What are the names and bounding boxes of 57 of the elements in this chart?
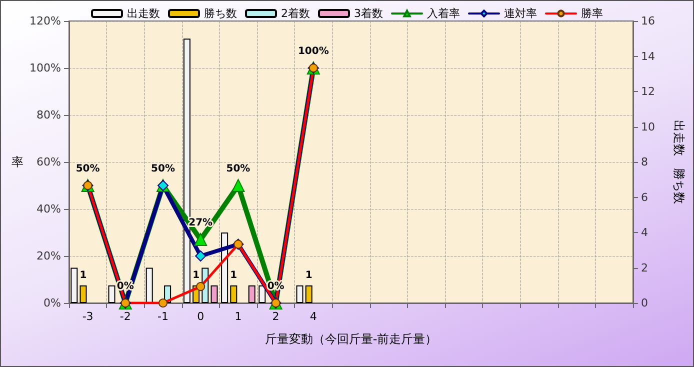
bar <box>108 285 116 303</box>
data-label: 50% <box>151 164 175 174</box>
data-label: 1 <box>80 270 87 281</box>
legend-label: 勝ち数 <box>204 7 237 20</box>
x-tick-label: 2 <box>272 310 280 323</box>
legend-label: 出走数 <box>127 7 160 20</box>
y-axis-title: 率 <box>12 155 24 169</box>
legend-label: 連対率 <box>504 7 537 20</box>
data-label: 50% <box>226 164 250 174</box>
data-label: 0% <box>267 281 284 292</box>
bar <box>80 285 87 303</box>
y2-tick-label: 4 <box>641 226 648 239</box>
legend-label: 勝率 <box>581 7 603 20</box>
data-label: 50% <box>76 164 100 174</box>
bar <box>210 285 218 303</box>
data-label: 1 <box>192 270 200 281</box>
data-label: 100% <box>298 46 329 57</box>
y2-tick-label: 12 <box>641 85 655 98</box>
y2-tick-label: 0 <box>641 296 648 310</box>
bar <box>230 285 238 303</box>
y-tick-label: 60% <box>36 156 61 168</box>
bar <box>258 285 266 303</box>
y-tick-label: 80% <box>36 108 61 122</box>
x-tick-label: 4 <box>310 310 317 323</box>
y-tick-label: 20% <box>36 250 61 262</box>
data-label: 1 <box>230 270 238 281</box>
legend-label: 3着数 <box>354 7 383 20</box>
y2-tick-label: 16 <box>641 14 655 28</box>
y2-tick-label: 2 <box>641 261 648 274</box>
point <box>232 179 245 192</box>
bar <box>70 268 78 303</box>
bar <box>248 285 256 303</box>
y2-tick-label: 6 <box>641 190 648 204</box>
x-tick-label: -2 <box>120 310 131 323</box>
legend-label: 入着率 <box>427 7 460 20</box>
data-label: 1 <box>305 270 312 281</box>
x-tick-label: 0 <box>197 310 204 323</box>
x-axis-title: 斤量変動（今回斤量-前走斤量） <box>264 332 438 346</box>
y2-axis-title: 出走数 勝ち数 <box>672 120 686 204</box>
y2-tick-label: 10 <box>641 120 655 134</box>
legend-label: 2着数 <box>281 7 310 20</box>
bar <box>296 285 304 303</box>
point <box>195 250 206 262</box>
bar <box>146 268 153 303</box>
y-tick-label: 120% <box>30 14 61 28</box>
y-tick-label: 0% <box>44 296 61 310</box>
y2-tick-label: 14 <box>641 50 655 63</box>
y-tick-label: 100% <box>30 62 61 74</box>
x-tick-label: -1 <box>158 310 168 323</box>
bar <box>305 285 312 303</box>
point <box>194 233 208 246</box>
y-tick-label: 40% <box>36 202 61 216</box>
data-label: 0% <box>116 281 134 292</box>
bar <box>183 38 190 303</box>
x-tick-label: 1 <box>234 310 242 323</box>
y2-tick-label: 8 <box>641 156 648 168</box>
x-tick-label: -3 <box>82 310 94 323</box>
